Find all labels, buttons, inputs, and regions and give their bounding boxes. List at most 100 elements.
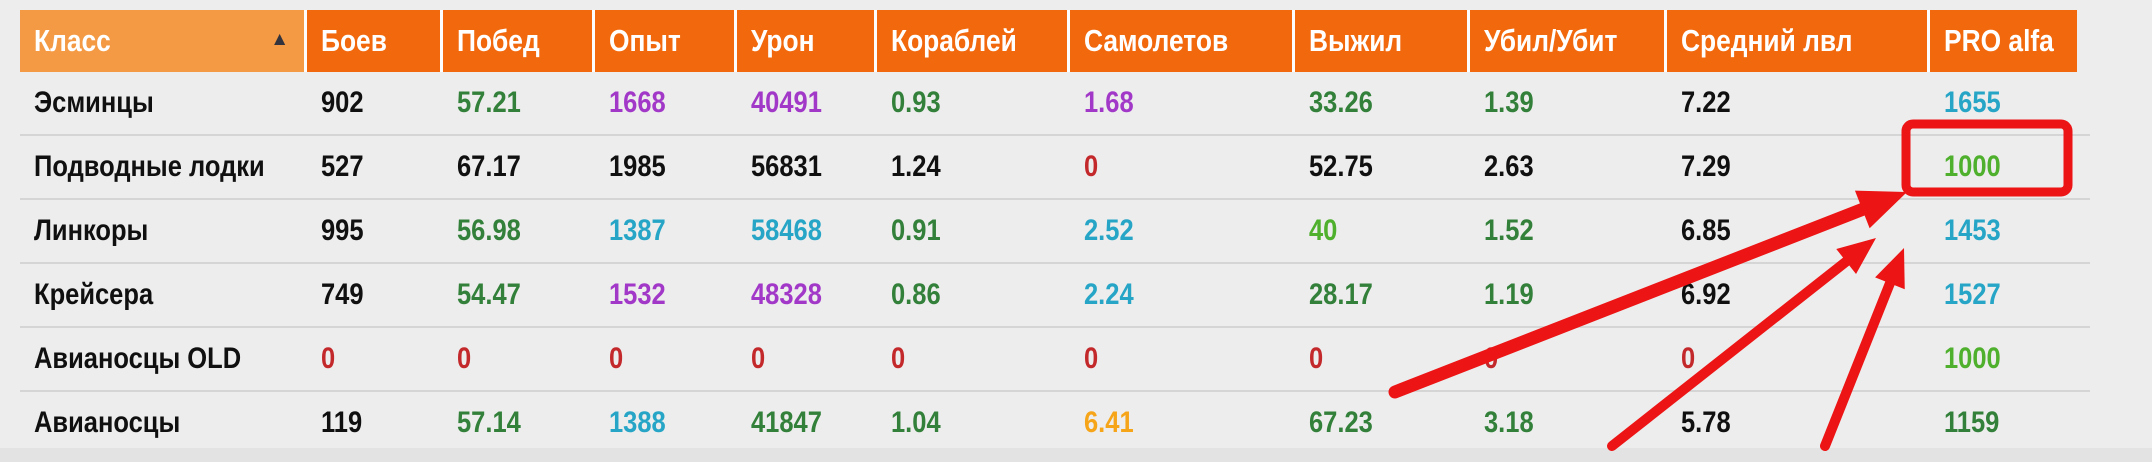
stat-value: 1000: [1944, 342, 2001, 375]
column-header-label: Класс: [34, 23, 111, 58]
column-header-label: Выжил: [1309, 23, 1403, 58]
stat-value: 1.24: [891, 150, 941, 183]
stat-value: 0: [751, 342, 766, 375]
stat-value: 0.93: [891, 86, 941, 119]
stat-value: 7.29: [1681, 150, 1731, 183]
stat-value: 28.17: [1309, 278, 1373, 311]
stat-value: 527: [321, 150, 364, 183]
class-label: Авианосцы OLD: [34, 342, 242, 375]
stat-value: 0: [1084, 342, 1099, 375]
stat-value: 0: [1484, 342, 1499, 375]
stat-value: 1655: [1944, 86, 2001, 119]
stat-value: 902: [321, 86, 364, 119]
stat-value: 0: [609, 342, 624, 375]
sort-asc-icon: ▲: [270, 29, 289, 51]
stat-value: 1000: [1944, 150, 2001, 183]
column-header-label: Кораблей: [891, 23, 1017, 58]
stat-value: 1.19: [1484, 278, 1534, 311]
stat-value: 0: [1084, 150, 1099, 183]
stat-value: 0: [1681, 342, 1696, 375]
stat-value: 0.86: [891, 278, 941, 311]
column-header-побед[interactable]: Побед: [443, 10, 595, 72]
stat-value: 0: [891, 342, 906, 375]
stat-value: 1.04: [891, 406, 941, 439]
column-header-средний-лвл[interactable]: Средний лвл: [1667, 10, 1930, 72]
stat-value: 0.91: [891, 214, 941, 247]
stat-value: 58468: [751, 214, 822, 247]
table-row-авианосцы-old: Авианосцы OLD 0 0 0 0 0 0 0 0 0 1000: [20, 328, 2090, 392]
table-row-крейсера: Крейсера 749 54.47 1532 48328 0.86 2.24 28.17 1.…: [20, 264, 2090, 328]
column-header-класс[interactable]: Класс ▲: [20, 10, 307, 72]
stat-value: 0: [1309, 342, 1324, 375]
stat-value: 57.21: [457, 86, 521, 119]
table-row-линкоры: Линкоры 995 56.98 1387 58468 0.91 2.52 40 1.52 6.…: [20, 200, 2090, 264]
stat-value: 56.98: [457, 214, 521, 247]
stat-value: 67.17: [457, 150, 521, 183]
stat-value: 1388: [609, 406, 666, 439]
stats-table: Класс ▲ Боев Побед Опыт Урон Кораблей Самолетов…: [20, 10, 2090, 456]
stat-value: 40491: [751, 86, 822, 119]
stat-value: 67.23: [1309, 406, 1373, 439]
column-header-label: Самолетов: [1084, 23, 1229, 58]
class-label: Подводные лодки: [34, 150, 265, 183]
column-header-label: Урон: [751, 23, 815, 58]
stat-value: 3.18: [1484, 406, 1534, 439]
table-row-подводные-лодки: Подводные лодки 527 67.17 1985 56831 1.24 0 52.…: [20, 136, 2090, 200]
column-header-label: Боев: [321, 23, 387, 58]
stat-value: 1387: [609, 214, 666, 247]
stat-value: 6.92: [1681, 278, 1731, 311]
class-label: Крейсера: [34, 278, 154, 311]
stat-value: 0: [457, 342, 472, 375]
stat-value: 2.63: [1484, 150, 1534, 183]
table-body: Эсминцы 902 57.21 1668 40491 0.93 1.68 33.26 1.3…: [20, 72, 2090, 456]
table-row-эсминцы: Эсминцы 902 57.21 1668 40491 0.93 1.68 33.26 1.3…: [20, 72, 2090, 136]
column-header-кораблей[interactable]: Кораблей: [877, 10, 1070, 72]
stat-value: 40: [1309, 214, 1338, 247]
class-label: Линкоры: [34, 214, 149, 247]
column-header-самолетов[interactable]: Самолетов: [1070, 10, 1295, 72]
column-header-убил-убит[interactable]: Убил/Убит: [1470, 10, 1667, 72]
column-header-опыт[interactable]: Опыт: [595, 10, 737, 72]
column-header-label: Средний лвл: [1681, 23, 1853, 58]
stat-value: 57.14: [457, 406, 521, 439]
stat-value: 33.26: [1309, 86, 1373, 119]
stat-value: 1532: [609, 278, 666, 311]
stat-value: 1668: [609, 86, 666, 119]
stat-value: 1527: [1944, 278, 2001, 311]
class-label: Эсминцы: [34, 86, 154, 119]
stat-value: 1159: [1944, 406, 2000, 439]
stat-value: 6.85: [1681, 214, 1731, 247]
column-header-боев[interactable]: Боев: [307, 10, 443, 72]
stat-value: 1.52: [1484, 214, 1534, 247]
column-header-label: Убил/Убит: [1484, 23, 1618, 58]
table-row-авианосцы: Авианосцы 119 57.14 1388 41847 1.04 6.41 67.23 3…: [20, 392, 2090, 456]
column-header-label: PRO alfa: [1944, 23, 2054, 58]
stat-value: 5.78: [1681, 406, 1731, 439]
column-header-урон[interactable]: Урон: [737, 10, 877, 72]
stat-value: 7.22: [1681, 86, 1731, 119]
stat-value: 6.41: [1084, 406, 1134, 439]
stat-value: 1985: [609, 150, 666, 183]
column-header-pro-alfa[interactable]: PRO alfa: [1930, 10, 2077, 72]
column-header-выжил[interactable]: Выжил: [1295, 10, 1470, 72]
stat-value: 119: [321, 406, 363, 439]
stat-value: 1453: [1944, 214, 2001, 247]
stat-value: 52.75: [1309, 150, 1373, 183]
stat-value: 995: [321, 214, 364, 247]
stat-value: 41847: [751, 406, 822, 439]
stat-value: 749: [321, 278, 364, 311]
stat-value: 1.68: [1084, 86, 1134, 119]
bottom-strip: [0, 448, 2152, 462]
stat-value: 1.39: [1484, 86, 1534, 119]
stat-value: 48328: [751, 278, 822, 311]
stat-value: 2.52: [1084, 214, 1134, 247]
column-header-label: Побед: [457, 23, 540, 58]
class-label: Авианосцы: [34, 406, 181, 439]
stat-value: 54.47: [457, 278, 521, 311]
stat-value: 2.24: [1084, 278, 1134, 311]
column-header-label: Опыт: [609, 23, 681, 58]
stat-value: 0: [321, 342, 336, 375]
table-header-row: Класс ▲ Боев Побед Опыт Урон Кораблей Самолетов…: [20, 10, 2077, 72]
stat-value: 56831: [751, 150, 822, 183]
